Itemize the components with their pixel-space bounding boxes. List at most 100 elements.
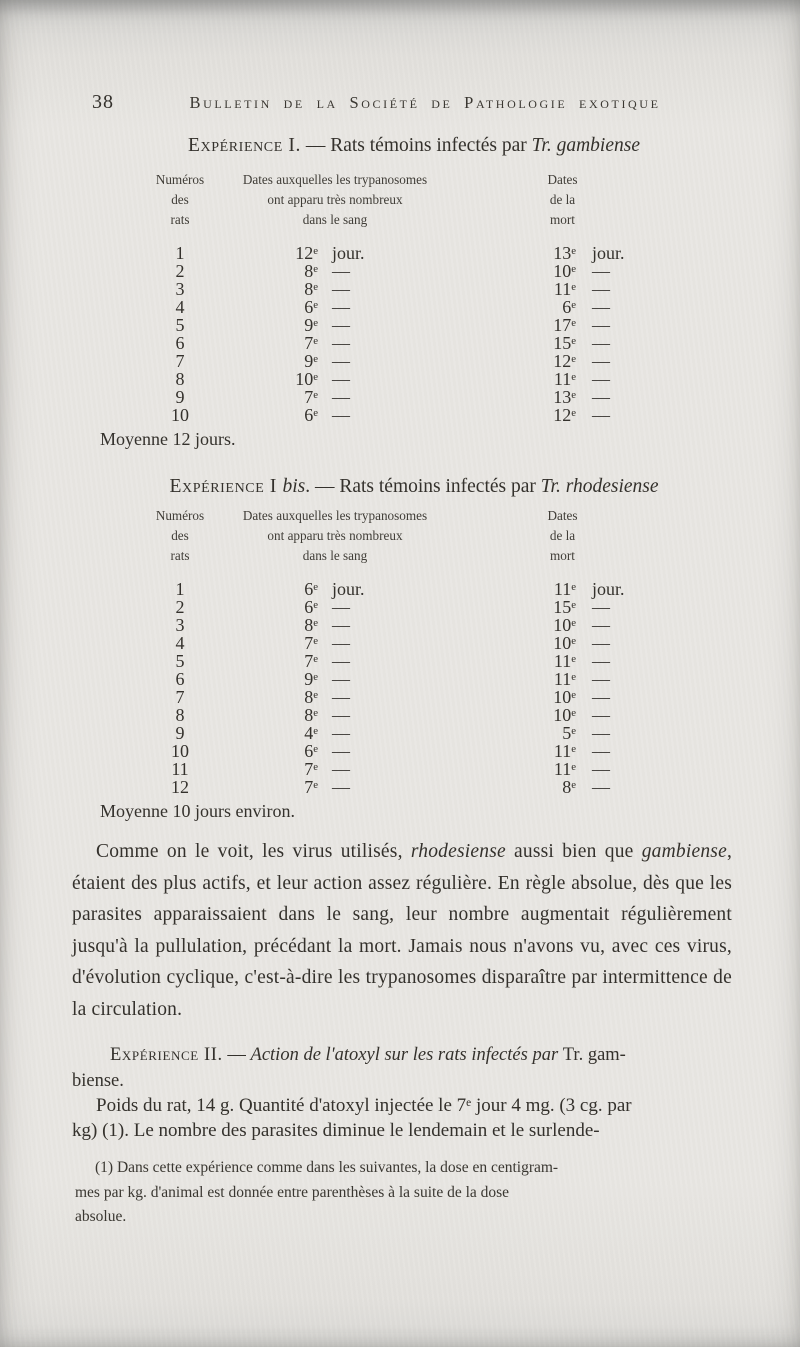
heading-dash: — bbox=[300, 135, 331, 156]
day-value: 9e bbox=[260, 670, 318, 688]
day-value: 8e bbox=[260, 688, 318, 706]
death-suffix: — bbox=[592, 405, 610, 425]
death-cell: 10e — bbox=[480, 688, 610, 706]
ordinal-sup: e bbox=[313, 689, 318, 702]
death-suffix: — bbox=[592, 723, 610, 743]
death-cell: 11e — bbox=[480, 760, 610, 778]
ordinal-sup: e bbox=[313, 743, 318, 756]
day-suffix: jour. bbox=[332, 579, 365, 599]
day-number: 7 bbox=[304, 759, 314, 779]
ordinal-sup: e bbox=[313, 371, 318, 384]
experiment1bis-heading: Expérience I bis. — Rats témoins infecté… bbox=[70, 476, 744, 498]
death-cell: 11e — bbox=[480, 742, 610, 760]
experiment1bis-average: Moyenne 10 jours environ. bbox=[100, 801, 295, 821]
death-cell: 11e — bbox=[480, 670, 610, 688]
death-suffix: — bbox=[592, 279, 610, 299]
day-value: 10e bbox=[260, 370, 318, 388]
appearance-cell: 7e — bbox=[260, 652, 480, 670]
death-value: 11e bbox=[480, 742, 576, 760]
rat-number: 10 bbox=[171, 405, 189, 425]
species-name: Tr. gam- bbox=[562, 1045, 626, 1065]
death-number: 10 bbox=[553, 687, 572, 707]
day-number: 7 bbox=[304, 333, 314, 353]
rat-number: 9 bbox=[175, 387, 185, 407]
death-cell: 11e — bbox=[480, 280, 610, 298]
appearance-cell: 8e — bbox=[260, 262, 480, 280]
footnote-line: mes par kg. d'animal est donnée entre pa… bbox=[75, 1183, 510, 1201]
table-row: 6 7e —15e — bbox=[100, 334, 720, 352]
death-number: 15 bbox=[553, 333, 572, 353]
death-value: 13e bbox=[480, 388, 576, 406]
appearance-cell: 9e — bbox=[260, 352, 480, 370]
rat-number: 8 bbox=[175, 705, 185, 725]
appearance-cell: 6e jour. bbox=[260, 580, 480, 598]
death-number: 12 bbox=[553, 351, 572, 371]
day-number: 8 bbox=[304, 279, 314, 299]
appearance-cell: 7e — bbox=[260, 334, 480, 352]
day-number: 10 bbox=[295, 369, 314, 389]
day-suffix: — bbox=[332, 741, 350, 761]
table-row: 1 12e jour. 13e jour. bbox=[100, 244, 720, 262]
paragraph-text: Comme on le voit, les virus utilisés, bbox=[96, 841, 411, 862]
page-number: 38 bbox=[92, 91, 114, 113]
day-number: 6 bbox=[304, 741, 314, 761]
experiment1-average: Moyenne 12 jours. bbox=[100, 429, 236, 449]
death-number: 11 bbox=[553, 669, 572, 689]
death-cell: 12e — bbox=[480, 352, 610, 370]
ordinal-sup: e bbox=[571, 761, 576, 774]
day-suffix: — bbox=[332, 651, 350, 671]
experiment2-title: Action de l'atoxyl sur les rats infectés… bbox=[250, 1045, 563, 1065]
day-value: 7e bbox=[260, 652, 318, 670]
death-number: 10 bbox=[553, 615, 572, 635]
appearance-cell: 8e — bbox=[260, 616, 480, 634]
death-suffix: — bbox=[592, 615, 610, 635]
day-suffix: — bbox=[332, 687, 350, 707]
death-cell: 15e — bbox=[480, 334, 610, 352]
day-suffix: — bbox=[332, 279, 350, 299]
table-row: 6 9e —11e — bbox=[100, 670, 720, 688]
death-cell: 6e — bbox=[480, 298, 610, 316]
death-value: 6e bbox=[480, 298, 576, 316]
day-number: 7 bbox=[304, 387, 314, 407]
death-suffix: — bbox=[592, 351, 610, 371]
day-number: 4 bbox=[304, 723, 314, 743]
ordinal-sup: e bbox=[313, 299, 318, 312]
experiment2-label: Expérience II. bbox=[110, 1045, 223, 1065]
day-value: 9e bbox=[260, 316, 318, 334]
ordinal-sup: e bbox=[313, 335, 318, 348]
death-suffix: — bbox=[592, 297, 610, 317]
body-text: jour 4 mg. (3 cg. par bbox=[471, 1095, 632, 1116]
rat-number: 6 bbox=[175, 333, 185, 353]
journal-title: Bulletin de la Société de Pathologie exo… bbox=[189, 93, 661, 112]
day-number: 6 bbox=[304, 597, 314, 617]
experiment2-heading: Expérience II. — Action de l'atoxyl sur … bbox=[72, 1042, 732, 1094]
column-header-death: Dates de la mort bbox=[547, 508, 578, 563]
ordinal-sup: e bbox=[313, 707, 318, 720]
ordinal-sup: e bbox=[571, 671, 576, 684]
death-value: 10e bbox=[480, 634, 576, 652]
ordinal-sup: e bbox=[313, 671, 318, 684]
ordinal-sup: e bbox=[313, 317, 318, 330]
death-cell: 11e — bbox=[480, 370, 610, 388]
ordinal-sup: e bbox=[313, 653, 318, 666]
death-cell: 5e — bbox=[480, 724, 610, 742]
death-number: 8 bbox=[562, 777, 572, 797]
death-number: 12 bbox=[553, 405, 572, 425]
death-value: 15e bbox=[480, 598, 576, 616]
rat-number: 2 bbox=[175, 597, 185, 617]
day-value: 7e bbox=[260, 778, 318, 796]
day-number: 6 bbox=[304, 297, 314, 317]
death-value: 10e bbox=[480, 262, 576, 280]
ordinal-sup: e bbox=[313, 245, 318, 258]
day-suffix: jour. bbox=[332, 243, 365, 263]
day-number: 7 bbox=[304, 651, 314, 671]
day-number: 12 bbox=[295, 243, 314, 263]
death-cell: 10e — bbox=[480, 616, 610, 634]
experiment1-text: Rats témoins infectés par bbox=[330, 135, 532, 156]
rat-number: 1 bbox=[175, 243, 185, 263]
day-suffix: — bbox=[332, 387, 350, 407]
species-name: gambiense bbox=[641, 841, 727, 862]
ordinal-sup: e bbox=[313, 635, 318, 648]
rat-number: 6 bbox=[175, 669, 185, 689]
day-suffix: — bbox=[332, 405, 350, 425]
